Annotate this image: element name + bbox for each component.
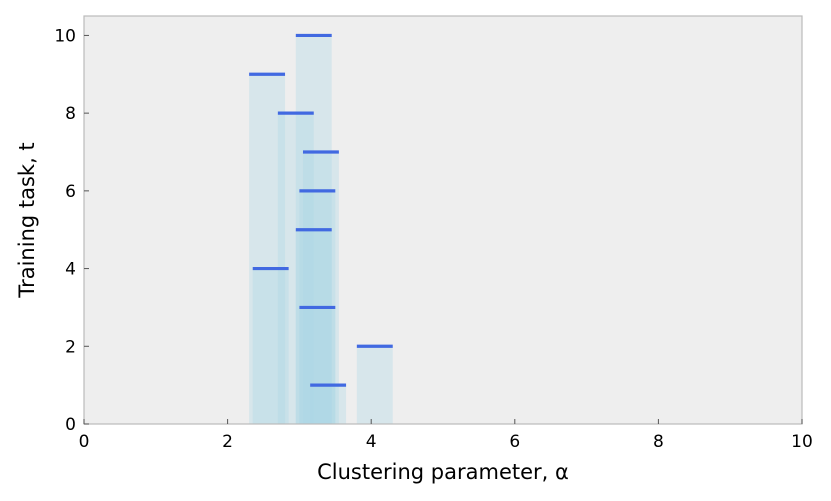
band-t4	[252, 268, 289, 424]
band-t7	[302, 152, 339, 424]
x-tick-label: 10	[791, 432, 813, 452]
x-tick-label: 8	[653, 432, 664, 452]
y-tick-label: 0	[65, 415, 76, 435]
band-t9	[249, 74, 286, 425]
band-t3	[299, 307, 336, 424]
data-markers	[249, 33, 393, 387]
x-tick-label: 0	[79, 432, 90, 452]
x-tick-label: 2	[222, 432, 233, 452]
x-tick-label: 4	[366, 432, 377, 452]
x-axis-ticks: 0 2 4 6 8 10	[79, 419, 813, 452]
y-tick-label: 4	[65, 260, 76, 280]
y-tick-label: 2	[65, 337, 76, 357]
plot-frame	[83, 15, 803, 425]
band-t1	[310, 385, 347, 424]
y-axis-ticks: 0 2 4 6 8 10	[54, 26, 89, 435]
band-t5	[295, 229, 332, 424]
y-axis-label: Training task, t	[15, 142, 39, 298]
y-tick-label: 8	[65, 104, 76, 124]
plot-background	[84, 16, 802, 424]
band-t2	[356, 346, 393, 424]
y-tick-label: 10	[54, 26, 76, 46]
y-tick-label: 6	[65, 182, 76, 202]
x-tick-label: 6	[509, 432, 520, 452]
x-axis-label: Clustering parameter, α	[317, 460, 569, 484]
